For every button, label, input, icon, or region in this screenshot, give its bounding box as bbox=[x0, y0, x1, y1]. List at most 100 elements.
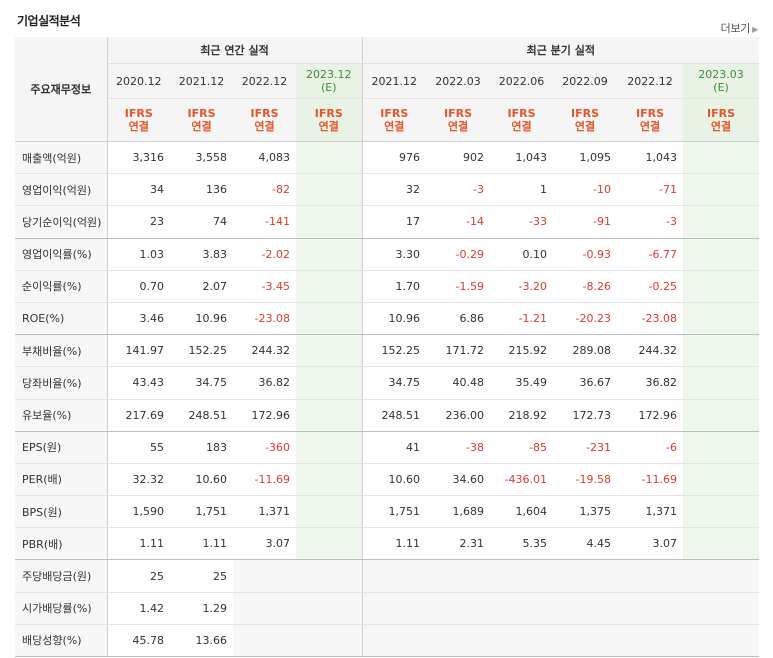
table-cell: -2.02 bbox=[233, 238, 296, 271]
ifrs-label: IFRS bbox=[444, 107, 473, 120]
period-header-quarter-3: 2022.09 bbox=[553, 63, 618, 99]
row-label: 주당배당금(원) bbox=[15, 559, 108, 593]
table-cell: 1,689 bbox=[426, 495, 491, 529]
table-cell bbox=[296, 238, 363, 271]
ifrs-label: IFRS bbox=[250, 107, 279, 120]
table-cell: 4.45 bbox=[553, 527, 618, 561]
row-label: ROE(%) bbox=[15, 302, 108, 336]
ifrs-header-quarter-0: IFRS 연결 bbox=[362, 98, 427, 142]
ifrs-label: IFRS bbox=[571, 107, 600, 120]
table-cell: 244.32 bbox=[233, 334, 296, 368]
table-cell: 1.29 bbox=[170, 592, 233, 625]
more-label: 더보기 bbox=[720, 22, 751, 35]
table-cell: -23.08 bbox=[233, 302, 296, 336]
table-cell: 1.11 bbox=[170, 527, 233, 561]
row-label: 당좌비율(%) bbox=[15, 366, 108, 400]
table-cell: -1.59 bbox=[426, 270, 491, 303]
table-cell: 1,751 bbox=[170, 495, 233, 529]
table-cell bbox=[683, 399, 760, 432]
ifrs-header-quarter-3: IFRS 연결 bbox=[553, 98, 618, 142]
table-cell bbox=[296, 495, 363, 529]
table-cell: -3.20 bbox=[490, 270, 554, 303]
ifrs-label: IFRS bbox=[314, 107, 343, 120]
table-cell: 10.60 bbox=[170, 463, 233, 497]
period-header-quarter-1: 2022.03 bbox=[426, 63, 491, 99]
table-cell: 1,371 bbox=[233, 495, 296, 529]
ifrs-header-annual-3: IFRS 연결 bbox=[296, 98, 363, 142]
table-cell bbox=[683, 334, 760, 368]
table-cell: 25 bbox=[107, 559, 170, 593]
table-cell: 152.25 bbox=[170, 334, 233, 368]
table-cell: 17 bbox=[362, 205, 427, 239]
table-cell: -3 bbox=[426, 173, 491, 207]
table-cell: 1.42 bbox=[107, 592, 170, 625]
table-row: 시가배당률(%) 1.42 1.29 bbox=[15, 592, 760, 625]
table-cell bbox=[362, 592, 427, 625]
table-cell: 217.69 bbox=[107, 399, 170, 432]
table-cell: 55 bbox=[107, 431, 170, 464]
table-cell bbox=[233, 559, 296, 593]
period-label: 2022.09 bbox=[562, 74, 608, 88]
table-cell: -8.26 bbox=[553, 270, 618, 303]
table-row: 순이익률(%) 0.70 2.07 -3.45 1.70 -1.59 -3.20 -8.26-… bbox=[15, 270, 760, 303]
table-cell bbox=[296, 302, 363, 336]
table-cell bbox=[296, 431, 363, 464]
table-row: 유보율(%) 217.69 248.51 172.96 248.51 236.00 218.… bbox=[15, 399, 760, 432]
table-row: PER(배) 32.32 10.60 -11.69 10.60 34.60 -436.01-… bbox=[15, 463, 760, 497]
table-cell: 40.48 bbox=[426, 366, 491, 400]
row-label: 유보율(%) bbox=[15, 399, 108, 432]
table-cell bbox=[296, 334, 363, 368]
period-label: 2022.03 bbox=[435, 74, 481, 88]
table-cell: -11.69 bbox=[617, 463, 684, 497]
table-cell: -82 bbox=[233, 173, 296, 207]
more-link[interactable]: 더보기 ▶ bbox=[720, 20, 759, 36]
table-cell bbox=[296, 624, 363, 658]
table-cell: 4,083 bbox=[233, 141, 296, 175]
table-row: 배당성향(%) 45.78 13.66 bbox=[15, 624, 760, 658]
table-cell: 41 bbox=[362, 431, 427, 464]
table-cell: -71 bbox=[617, 173, 684, 207]
row-label: 영업이익(억원) bbox=[15, 173, 108, 207]
table-cell bbox=[362, 559, 427, 593]
table-cell: 36.67 bbox=[553, 366, 618, 400]
table-cell: -0.25 bbox=[617, 270, 684, 303]
table-cell: 36.82 bbox=[617, 366, 684, 400]
table-cell bbox=[683, 302, 760, 336]
row-label: 시가배당률(%) bbox=[15, 592, 108, 625]
table-cell: 36.82 bbox=[233, 366, 296, 400]
table-cell bbox=[683, 495, 760, 529]
table-cell: 34.75 bbox=[170, 366, 233, 400]
period-label: 2023.12 bbox=[306, 68, 352, 81]
table-cell: 35.49 bbox=[490, 366, 554, 400]
table-cell bbox=[296, 592, 363, 625]
table-cell bbox=[233, 592, 296, 625]
table-cell bbox=[490, 624, 554, 658]
table-cell bbox=[683, 624, 760, 658]
table-cell: 0.10 bbox=[490, 238, 554, 271]
period-label: 2021.12 bbox=[371, 74, 418, 88]
table-cell: 171.72 bbox=[426, 334, 491, 368]
table-cell bbox=[683, 559, 760, 593]
table-row: ROE(%) 3.46 10.96 -23.08 10.96 6.86 -1.21 -20.2… bbox=[15, 302, 760, 336]
row-label: EPS(원) bbox=[15, 431, 108, 464]
estimate-marker: (E) bbox=[713, 81, 729, 94]
consolidated-label: 연결 bbox=[128, 120, 149, 133]
table-cell: 10.96 bbox=[170, 302, 233, 336]
period-header-annual-2: 2022.12 bbox=[233, 63, 296, 99]
table-cell: 248.51 bbox=[362, 399, 427, 432]
table-cell: -91 bbox=[553, 205, 618, 239]
label-column-header: 주요재무정보 bbox=[15, 37, 108, 142]
table-cell: 74 bbox=[170, 205, 233, 239]
period-label: 2020.12 bbox=[116, 74, 162, 88]
table-cell: 3,316 bbox=[107, 141, 170, 175]
table-cell bbox=[296, 463, 363, 497]
table-cell bbox=[233, 624, 296, 658]
table-cell: 1,604 bbox=[490, 495, 554, 529]
table-cell: 1,751 bbox=[362, 495, 427, 529]
table-cell: 236.00 bbox=[426, 399, 491, 432]
consolidated-label: 연결 bbox=[447, 120, 469, 133]
consolidated-label: 연결 bbox=[639, 120, 661, 133]
table-cell bbox=[490, 559, 554, 593]
chevron-right-icon: ▶ bbox=[752, 25, 758, 34]
